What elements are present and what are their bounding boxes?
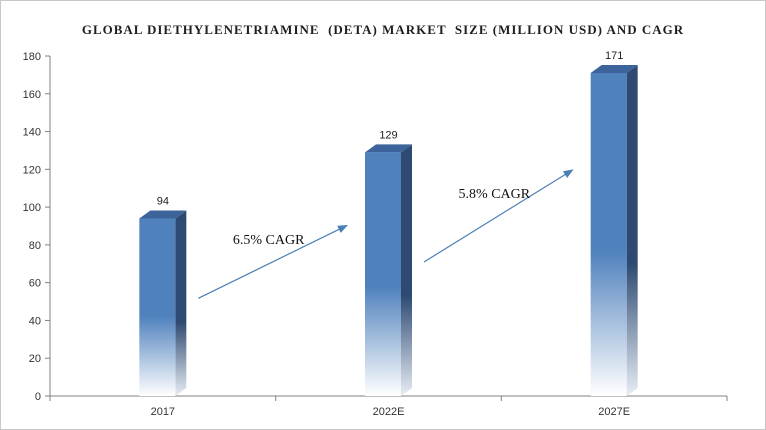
bar-side: [626, 65, 638, 396]
y-tick-label: 60: [29, 278, 41, 290]
cagr-label: 5.8% CAGR: [459, 187, 531, 202]
bar-top: [590, 65, 638, 73]
cagr-label: 6.5% CAGR: [233, 233, 305, 248]
y-tick-label: 180: [23, 51, 41, 63]
y-tick-label: 40: [29, 315, 41, 327]
y-tick-label: 80: [29, 240, 41, 252]
y-tick-label: 20: [29, 353, 41, 365]
bar: [139, 218, 176, 396]
data-label: 171: [605, 50, 623, 62]
y-tick-label: 160: [23, 89, 41, 101]
x-tick-label: 2022E: [373, 406, 405, 418]
y-tick-label: 140: [23, 127, 41, 139]
y-tick-label: 0: [35, 391, 41, 403]
bar: [590, 73, 627, 396]
chart-annotations: 6.5% CAGR 5.8% CAGR: [198, 169, 574, 299]
cagr-arrow: [198, 224, 348, 299]
data-label: 129: [379, 129, 397, 141]
data-label: 94: [157, 195, 169, 207]
chart-title: GLOBAL DIETHYLENETRIAMINE (DETA) MARKET …: [81, 22, 685, 37]
bar-side: [175, 210, 187, 396]
y-tick-label: 100: [23, 202, 41, 214]
bar-top: [139, 210, 187, 219]
chart-bars: [139, 65, 638, 396]
bar-side: [401, 144, 412, 396]
x-tick-label: 2027E: [598, 406, 630, 418]
bar-top: [365, 144, 412, 153]
chart-labels: 94 2017 129 2022E 171 2027E: [151, 50, 630, 418]
y-tick-label: 120: [23, 164, 41, 176]
x-tick-label: 2017: [151, 406, 175, 418]
cagr-arrow: [423, 169, 574, 263]
bar: [365, 152, 401, 396]
